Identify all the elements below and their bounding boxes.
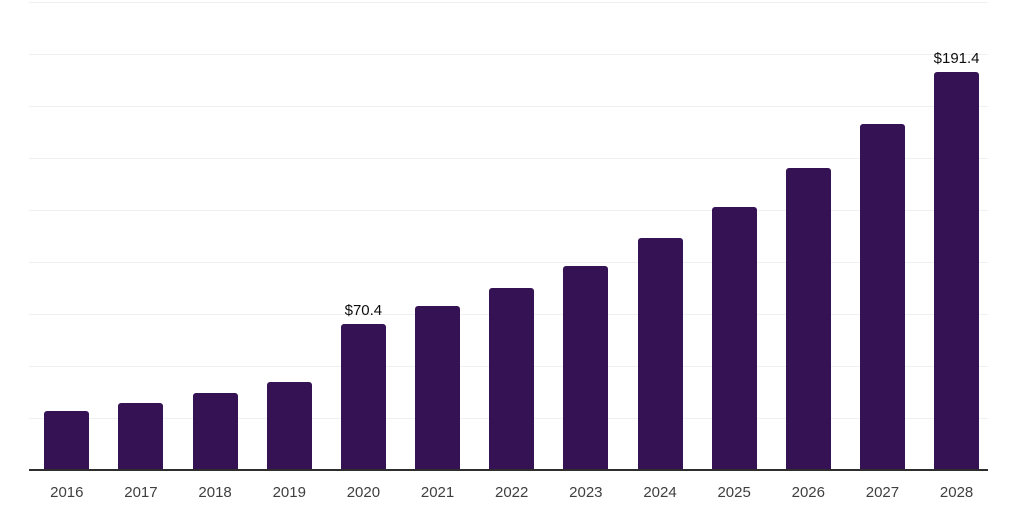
bar-2018[interactable] bbox=[192, 393, 238, 470]
x-tick-label-2025: 2025 bbox=[717, 484, 751, 501]
bar-2024[interactable] bbox=[637, 238, 683, 470]
x-tick-label-2026: 2026 bbox=[791, 484, 825, 501]
bar-2021[interactable] bbox=[415, 305, 461, 470]
x-tick-label-2021: 2021 bbox=[420, 484, 455, 501]
data-label-2020: $70.4 bbox=[344, 301, 383, 319]
x-tick-label-2016: 2016 bbox=[50, 484, 84, 501]
bar-2027[interactable] bbox=[859, 124, 905, 470]
bar-2022[interactable] bbox=[489, 288, 535, 470]
bar-2028[interactable] bbox=[934, 71, 980, 470]
plot-area: $70.4 $191.4 bbox=[29, 2, 988, 471]
gridline bbox=[29, 54, 988, 55]
data-label-2028: $191.4 bbox=[933, 49, 980, 67]
x-tick-label-2018: 2018 bbox=[198, 484, 232, 501]
x-tick-label-2024: 2024 bbox=[643, 484, 677, 501]
bar-2016[interactable] bbox=[44, 411, 90, 470]
gridline bbox=[29, 106, 988, 107]
bar-2023[interactable] bbox=[563, 265, 609, 470]
bar-2025[interactable] bbox=[711, 206, 757, 470]
x-tick-label-2028: 2028 bbox=[939, 484, 974, 501]
gridline bbox=[29, 158, 988, 159]
bar-2017[interactable] bbox=[118, 403, 164, 470]
bar-2026[interactable] bbox=[785, 167, 831, 470]
x-tick-label-2020: 2020 bbox=[346, 484, 381, 501]
x-tick-label-2027: 2027 bbox=[865, 484, 900, 501]
x-tick-label-2017: 2017 bbox=[124, 484, 158, 501]
x-axis-line bbox=[29, 469, 988, 471]
gridline bbox=[29, 210, 988, 211]
gridline bbox=[29, 2, 988, 3]
x-tick-label-2022: 2022 bbox=[495, 484, 529, 501]
gridline bbox=[29, 262, 988, 263]
x-tick-label-2019: 2019 bbox=[272, 484, 306, 501]
bar-2020[interactable] bbox=[340, 323, 386, 470]
x-tick-label-2023: 2023 bbox=[569, 484, 603, 501]
bar-2019[interactable] bbox=[266, 382, 312, 470]
